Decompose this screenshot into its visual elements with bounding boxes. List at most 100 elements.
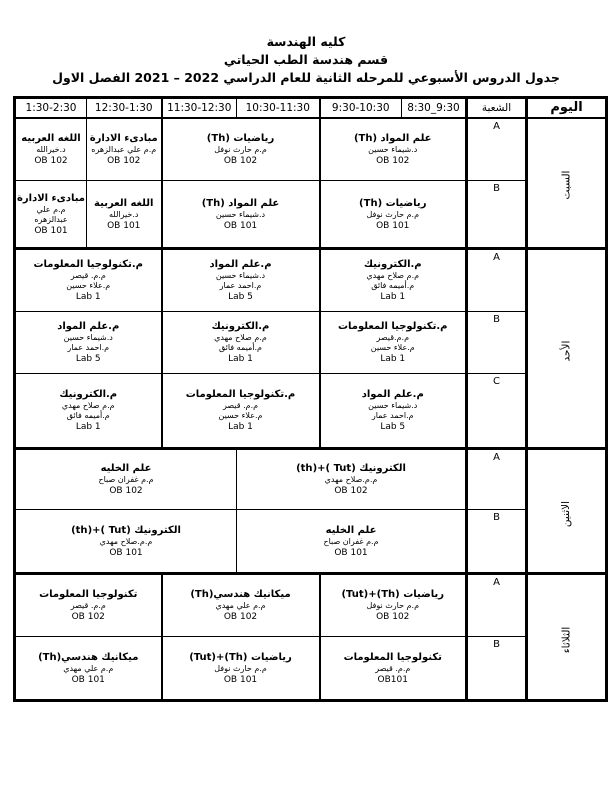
course-teacher: م.م علي	[36, 204, 66, 214]
header-row: 1:30-2:30 12:30-1:30 11:30-12:30 10:30-1…	[13, 96, 608, 119]
course-room: OB 101	[71, 674, 105, 685]
section-label: A	[466, 572, 528, 637]
course-cell: الكترونيك (Tut )+(th) م.م.صلاح مهدي OB 1…	[236, 447, 468, 510]
course-room: OB 102	[109, 486, 143, 496]
course-teacher: م.م حارث نوفل	[214, 144, 267, 154]
course-cell: م.تكنولوجيا المعلومات م.م. قيصر م.علاء ح…	[13, 247, 163, 312]
course-cell: اللغه العربيه د.خيرالله OB 102	[13, 117, 87, 181]
section-label: A	[466, 447, 528, 510]
college-title: كليه الهندسة	[266, 34, 346, 49]
course-room: OB 102	[34, 155, 68, 166]
course-title: م.تكنولوجيا المعلومات	[185, 389, 296, 400]
course-cell: م.الكترونيك م.م صلاح مهدي م.أميمه فائق L…	[161, 311, 321, 374]
course-teacher: د.شيماء حسين	[215, 209, 266, 219]
course-title: م.علم المواد	[57, 321, 120, 332]
schedule-title: جدول الدروس الأسبوعي للمرحله الثانية للع…	[52, 70, 560, 85]
course-teacher: د.شيماء حسين	[215, 271, 266, 280]
time-header: 11:30-12:30	[161, 96, 237, 119]
time-header: 1:30-2:30	[13, 96, 87, 119]
section-label: A	[466, 117, 528, 181]
course-title: علم الخليه	[100, 463, 152, 474]
course-title: رياضيات (Th)	[206, 132, 275, 144]
course-title: الكترونيك (Tut )+(th)	[296, 463, 406, 474]
schedule-row: م.علم المواد د.شيماء حسين م.احمد عمار La…	[13, 311, 607, 374]
course-teacher: م.م.صلاح مهدي	[324, 475, 378, 484]
course-room: OB 102	[334, 486, 368, 496]
course-title: اللغه العربيه	[21, 132, 81, 144]
day-name: الاثنين	[560, 500, 573, 527]
course-cell: ميكانيك هندسي(Th) م.م علي مهدي OB 101	[13, 636, 163, 702]
course-cell: رياضيات (Th)+(Tut) م.م حارث نوفل OB 101	[161, 636, 321, 702]
day-name: الثلاثاء	[560, 626, 573, 653]
course-teacher: م.م. قيصر	[222, 401, 259, 410]
course-room: OB101	[377, 674, 408, 685]
course-cell: علم الخليه م.م غفران صباح OB 102	[13, 447, 237, 510]
course-room: OB 102	[223, 155, 258, 166]
course-title: ميكانيك هندسي(Th)	[38, 651, 139, 663]
course-cell: م.الكترونيك م.م صلاح مهدي م.أميمه فائق L…	[13, 373, 163, 449]
schedule-table: 1:30-2:30 12:30-1:30 11:30-12:30 10:30-1…	[13, 96, 608, 702]
course-cell: مبادىء الادارة م.م علي عبدالزهره OB 102	[86, 117, 163, 181]
course-teacher: م.م.قيصر	[376, 333, 410, 342]
course-title: تكنولوجيا المعلومات	[39, 589, 138, 600]
course-teacher: م.م غفران صباح	[98, 475, 154, 484]
course-cell: الكترونيك (Tut )+(th) م.م.صلاح مهدي OB 1…	[13, 509, 237, 574]
course-room: Lab 1	[228, 354, 253, 364]
course-teacher: م.م حارث نوفل	[214, 663, 267, 673]
course-title: مبادىء الادارة	[16, 192, 86, 204]
course-cell: م.الكترونيك م.م صلاح مهدي م.أميمه فائق L…	[319, 247, 468, 312]
course-teacher: م.م حارث نوفل	[366, 601, 420, 610]
course-cell: تكنولوجيا المعلومات م.م. قيصر OB101	[319, 636, 468, 702]
course-title: اللغه العربية	[94, 197, 154, 209]
course-teacher: د.شيماء حسين	[368, 144, 418, 154]
department-title: قسم هندسة الطب الحياتي	[223, 52, 389, 67]
course-cell: مبادىء الادارة م.م علي عبدالزهره OB 101	[13, 180, 87, 249]
section-label: B	[466, 636, 528, 702]
course-cell: م.علم المواد د.شيماء حسين م.احمد عمار La…	[161, 247, 321, 312]
course-room: OB 102	[107, 155, 141, 166]
course-title: علم المواد (Th)	[353, 132, 432, 144]
schedule-row: اللغه العربيه د.خيرالله OB 102 مبادىء ال…	[13, 117, 608, 249]
title-block: كليه الهندسة قسم هندسة الطب الحياتي جدول…	[0, 0, 612, 87]
course-room: Lab 1	[75, 422, 101, 432]
course-room: Lab 1	[228, 422, 253, 432]
section-label: B	[466, 180, 528, 249]
course-teacher: م.م.صلاح مهدي	[99, 536, 153, 546]
day-header: اليوم	[526, 96, 608, 119]
course-teacher: د.شيماء حسين	[368, 401, 418, 410]
course-title: رياضيات (Th)	[359, 197, 427, 209]
schedule-row: ميكانيك هندسي(Th) م.م علي مهدي OB 101 ري…	[13, 636, 607, 702]
course-teacher: م.م غفران صباح	[323, 536, 379, 546]
section-label: B	[466, 311, 528, 374]
course-teacher: د.خيرالله	[36, 144, 66, 154]
day-name: الأحد	[560, 340, 573, 362]
course-room: OB 101	[223, 220, 258, 231]
section-header: الشعبة	[466, 96, 528, 119]
course-teacher: م.م. قيصر	[70, 601, 106, 610]
course-teacher: م.م صلاح مهدي	[61, 401, 115, 410]
course-teacher: م.م علي مهدي	[215, 601, 266, 610]
schedule-row: الكترونيك (Tut )+(th) م.م.صلاح مهدي OB 1…	[13, 509, 607, 574]
course-title: م.تكنولوجيا المعلومات	[338, 321, 448, 332]
course-room: Lab 5	[380, 422, 406, 432]
course-title: م.علم المواد	[209, 259, 272, 270]
course-cell: علم المواد (Th) د.شيماء حسين OB 101	[161, 180, 321, 249]
course-cell: ميكانيك هندسي(Th) م.م علي مهدي OB 102	[161, 572, 321, 637]
course-teacher: م.احمد عمار	[371, 411, 414, 420]
course-cell: رياضيات (Th)+(Tut) م.م حارث نوفل OB 102	[319, 572, 468, 637]
course-teacher: عبدالزهره	[34, 214, 68, 224]
course-teacher: م.م علي عبدالزهره	[91, 144, 157, 154]
course-room: Lab 1	[380, 354, 406, 364]
course-room: OB 101	[376, 220, 410, 231]
time-header: 8:30_9:30	[401, 96, 468, 119]
course-teacher: م.علاء حسين	[218, 411, 263, 420]
time-header: 10:30-11:30	[236, 96, 321, 119]
course-room: Lab 5	[228, 292, 253, 302]
course-room: OB 102	[376, 155, 410, 166]
course-title: رياضيات (Th)+(Tut)	[189, 651, 292, 663]
course-title: تكنولوجيا المعلومات	[343, 651, 442, 663]
course-room: OB 101	[34, 225, 68, 236]
schedule-row: م.الكترونيك م.م صلاح مهدي م.أميمه فائق L…	[13, 373, 607, 449]
section-label: B	[466, 509, 528, 574]
